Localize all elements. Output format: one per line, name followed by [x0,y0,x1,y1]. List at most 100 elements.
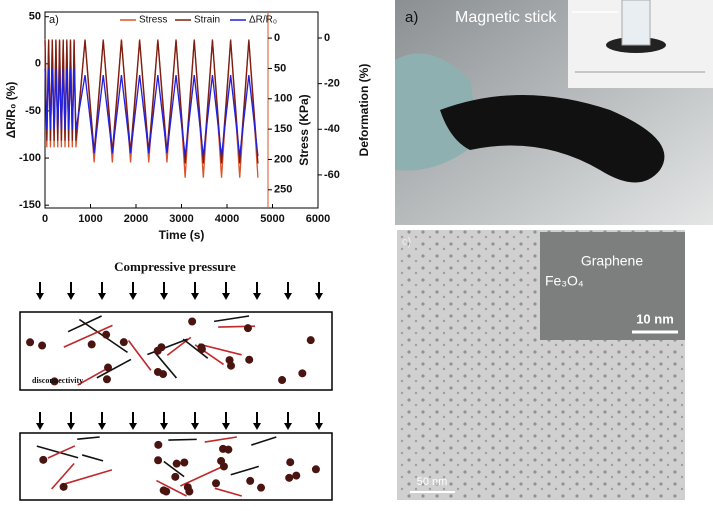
nanoparticle [104,363,113,372]
y2-axis-title: Stress (KPa) [297,94,311,165]
fiber [182,338,209,359]
arrow-head [191,293,199,300]
fiber [153,350,178,379]
nanoparticle [243,324,252,333]
nanoparticle [292,471,301,480]
nanoparticle [298,369,307,378]
photo-caption: Magnetic stick [455,9,557,26]
fibers [26,315,320,497]
note: disconnectivity [32,376,83,385]
y3-tick-label: 0 [324,32,330,44]
nanoparticle [59,482,68,491]
nanoparticle [38,341,47,350]
nanoparticle [157,343,166,352]
nanoparticle [171,472,180,481]
fiber [127,340,152,371]
micrograph-label: c) [402,236,411,248]
fiber [77,436,100,441]
arrow-head [315,293,323,300]
arrow-head [222,293,230,300]
arrow-head [253,423,261,430]
y-tick-label: -100 [19,152,41,164]
fiber [81,454,104,462]
fiber [96,358,132,379]
fiber [47,445,76,459]
ribbon [440,95,665,183]
arrow-head [284,293,292,300]
x-tick-label: 0 [42,213,48,225]
arrow-head [129,293,137,300]
y2-tick-label: 0 [274,32,280,44]
nanoparticle [212,479,221,488]
arrow-head [36,423,44,430]
nanoparticle [306,336,315,345]
fiber [168,438,197,441]
fiber [64,469,113,485]
y-axis-title: ΔR/R₀ (%) [4,82,18,139]
nanoparticle [154,456,163,465]
fiber [163,460,185,478]
inset-micrograph [540,232,685,340]
stick [621,0,651,46]
fiber [251,436,277,446]
nanoparticle [102,375,111,384]
y3-axis-title: Deformation (%) [357,64,371,157]
nanoparticle [311,465,320,474]
y2-tick-label: 250 [274,184,292,196]
arrow-head [222,423,230,430]
nanoparticle [257,483,266,492]
photo-label: a) [405,9,418,26]
nanoparticle [102,330,111,339]
fiber [51,462,75,490]
y3-tick-label: -20 [324,78,340,90]
fiber [204,436,237,443]
fiber [198,343,242,356]
nanoparticle [227,361,236,370]
particle-label: Fe₃O₄ [545,273,584,289]
nanoparticle [245,355,254,364]
y2-tick-label: 50 [274,62,286,74]
arrow-head [284,423,292,430]
inset-scale: 10 nm [636,311,674,326]
arrow-head [67,423,75,430]
arrow-head [98,423,106,430]
y2-tick-label: 150 [274,123,292,135]
legend-label: ΔR/R₀ [249,15,277,26]
fiber [166,336,192,356]
nanoparticle [159,370,168,379]
scale-label: 50 nm [417,476,448,488]
diagram-title: Compressive pressure [114,259,236,274]
nanoparticle [278,376,287,385]
legend-label: Strain [194,15,220,26]
fiber [180,464,227,487]
arrow-head [36,293,44,300]
graphene-label: Graphene [581,253,643,269]
nanoparticle [286,458,295,467]
arrow-head [67,293,75,300]
x-tick-label: 6000 [306,213,330,225]
y-tick-label: -50 [25,105,41,117]
fiber [63,324,113,348]
x-tick-label: 1000 [78,213,102,225]
nanoparticle [39,455,48,464]
nanoparticle [197,345,206,354]
nanoparticle [188,317,197,326]
nanoparticle [26,338,35,347]
nanoparticle [224,445,233,454]
y-tick-label: 0 [35,58,41,70]
panel-label: a) [49,14,59,26]
arrows [36,282,323,430]
nanoparticle [172,459,181,468]
fiber [213,315,250,323]
nanoparticle [185,487,194,496]
arrow-head [160,293,168,300]
y2-tick-label: 100 [274,93,292,105]
fiber [67,315,102,333]
diagram: Compressive pressure disconnectivity [19,259,333,501]
y-tick-label: 50 [29,11,41,23]
nanoparticle [154,440,163,449]
x-axis-title: Time (s) [159,228,205,242]
nanoparticle [246,476,255,485]
arrow-head [253,293,261,300]
